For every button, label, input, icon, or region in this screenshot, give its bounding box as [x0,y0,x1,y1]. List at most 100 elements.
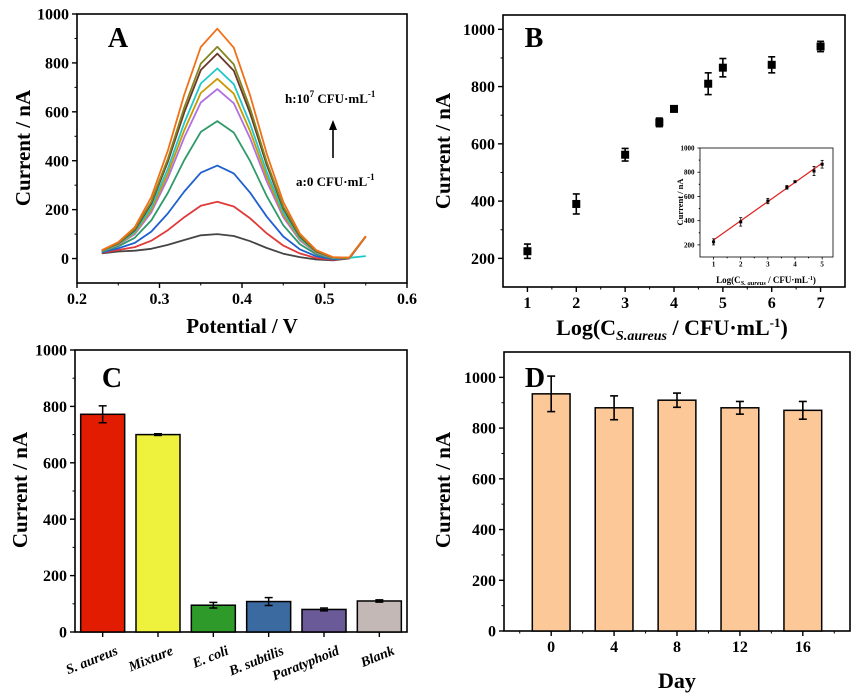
x-title-text: ) [781,315,788,340]
bar [783,409,823,632]
bar [356,600,403,633]
series-line-0 [101,233,367,262]
x-tick-label: 0.5 [315,291,335,308]
data-point [572,199,581,208]
y-axis-title: Current / nA [431,431,455,548]
y-tick-label: 1000 [463,22,495,39]
bar [720,407,760,632]
panel-letter: A [108,23,129,54]
x-tick-label: 16 [795,639,811,656]
bar [79,413,126,633]
data-point [767,60,776,69]
inset-data-point [766,199,770,203]
x-axis-title: Day [658,668,696,693]
y-tick-label: 400 [472,522,496,539]
y-tick-label: 1000 [464,370,496,387]
inset-plot: 200 400 600 800 1000 1 2 3 4 5 Current / nA Log(CS.… [675,144,834,287]
x-tick-label: 3 [766,261,770,269]
panel-letter: D [525,363,545,394]
inset-data-point [820,162,824,166]
y-tick-label: 200 [472,573,496,590]
y-tick-label: 1000 [37,7,69,24]
y-tick-label: 0 [59,625,67,642]
inset-x-axis-title: Log(CS. aureus / CFU·mL-1) [716,275,816,287]
y-tick-label: 1000 [35,343,67,360]
annotation-sup: -1 [368,89,376,99]
data-point [655,118,664,127]
data-point [621,150,630,159]
panel-b: 200 400 600 800 1000 1 2 3 4 5 6 7 Current / nA Log(C… [431,14,846,344]
y-tick-label: 200 [45,202,69,219]
series-line-2 [101,164,367,261]
y-tick-label: 800 [471,79,495,96]
bar [657,399,697,632]
plot-frame [502,14,846,288]
x-title-text: Log(C [556,315,616,340]
y-tick-label: 600 [684,193,695,201]
x-tick-label: 0.4 [232,291,252,308]
x-tick-label: 4 [793,261,797,269]
y-tick-label: 600 [471,136,495,153]
x-tick-label: 0.6 [397,291,417,308]
x-tick-label: Mixture [126,644,176,676]
x-tick-label: Blank [358,644,397,671]
bar [301,608,347,633]
bar [135,433,181,633]
y-tick-label: 1000 [681,144,696,152]
x-title-sub: S. aureus [741,280,767,287]
plot-frame [699,147,834,258]
series-line-1 [101,200,367,261]
y-axis-title: Current / nA [675,178,685,226]
data-point [523,247,532,256]
y-axis-title: Current / nA [431,92,455,209]
annotation-text: a:0 CFU·mL [296,174,367,189]
x-axis-title: Log(CS.aureus / CFU·mL-1) [556,315,788,344]
inset-data-point [793,180,797,184]
x-tick-label: S. aureus [64,644,121,679]
data-point [670,104,678,113]
series-line-3 [101,120,367,260]
annotation-bottom: a:0 CFU·mL-1 [296,172,375,189]
bar [594,407,634,632]
y-tick-label: 0 [488,624,496,641]
x-tick-label: 8 [673,639,681,656]
x-tick-label: 7 [817,295,825,312]
inset-data-point [812,169,816,173]
y-axis-title: Current / nA [8,431,32,548]
inset-data-point [712,240,716,244]
x-title-text: / CFU·mL [667,315,770,340]
panel-d: 0 200 400 600 800 1000 0 4 8 12 16 Current / nA Day D [431,351,851,693]
y-tick-label: 200 [43,568,67,585]
x-title-sup: -1 [808,276,813,282]
y-tick-label: 0 [61,251,69,268]
x-tick-label: 0 [547,639,555,656]
panel-a: 0 200 400 600 800 1000 0.2 0.3 0.4 0.5 0.6 Current … [11,7,417,338]
x-tick-label: 2 [572,295,580,312]
x-tick-label: 5 [820,261,824,269]
x-tick-label: 0.2 [67,291,87,308]
y-tick-label: 600 [45,104,69,121]
y-tick-label: 800 [472,421,496,438]
bar [531,393,571,632]
x-tick-label: 0.3 [150,291,170,308]
inset-data-point [739,220,743,224]
y-tick-label: 800 [43,399,67,416]
annotation-text: CFU·mL [314,91,368,106]
annotation-top: h:107 CFU·mL-1 [285,89,376,106]
x-tick-label: 6 [768,295,776,312]
annotation-sup: 7 [310,89,315,99]
bar [190,604,237,633]
x-title-text: / CFU·mL [766,275,808,285]
x-tick-label: 1 [712,261,716,269]
x-tick-label: 12 [732,639,748,656]
series-line-9 [101,27,367,259]
x-axis-title: Potential / V [186,314,298,338]
y-tick-label: 800 [684,169,695,177]
data-point [718,63,727,72]
x-title-sub: S.aureus [616,329,668,344]
panel-letter: B [525,23,544,54]
x-title-text: Log(C [716,275,741,285]
panel-letter: C [102,363,122,394]
y-tick-label: 200 [684,241,695,249]
